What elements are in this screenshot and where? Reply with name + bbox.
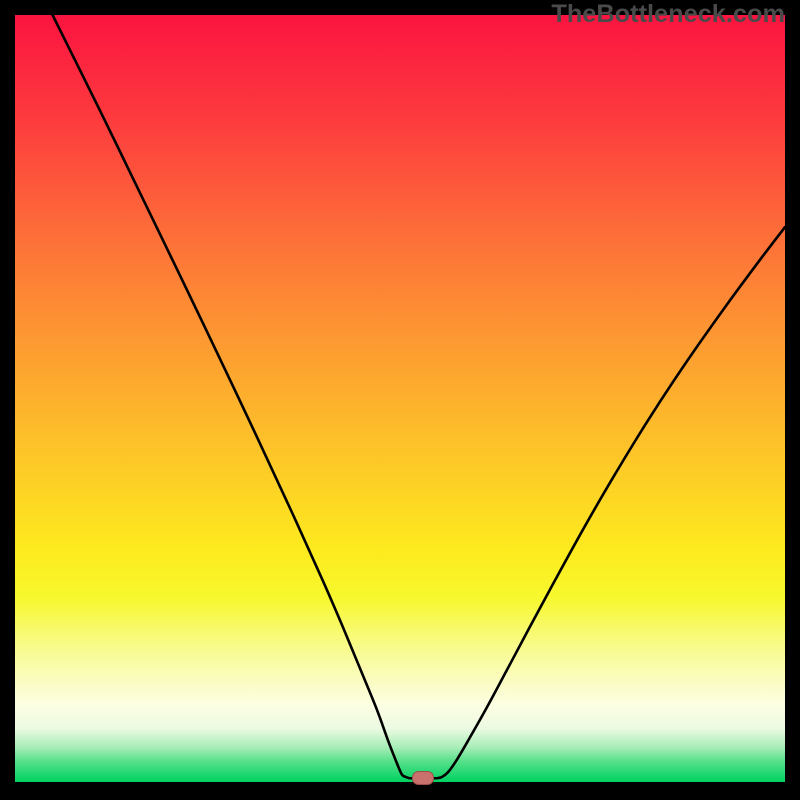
bottleneck-curve-chart bbox=[15, 15, 785, 782]
gradient-background bbox=[15, 15, 785, 782]
optimal-point-marker bbox=[412, 771, 434, 785]
chart-figure: TheBottleneck.com bbox=[0, 0, 800, 800]
watermark-text: TheBottleneck.com bbox=[551, 0, 785, 29]
